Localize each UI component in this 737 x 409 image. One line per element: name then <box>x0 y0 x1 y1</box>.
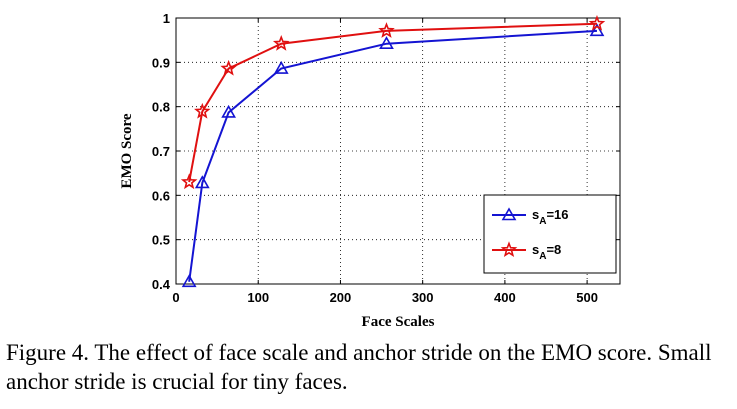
y-tick-label: 0.4 <box>152 277 171 292</box>
y-tick-label: 0.9 <box>152 55 170 70</box>
triangle-marker <box>589 23 605 37</box>
triangle-marker <box>221 104 237 118</box>
x-axis-label: Face Scales <box>362 314 435 330</box>
series-star <box>180 15 606 190</box>
star-marker <box>378 22 395 38</box>
star-marker <box>220 59 237 76</box>
x-tick-label: 100 <box>247 290 269 305</box>
star-marker <box>272 34 290 51</box>
legend: sA=16 sA=8 <box>483 194 617 274</box>
x-tick-label: 400 <box>494 290 516 305</box>
x-tick-label: 200 <box>330 290 352 305</box>
star-marker <box>500 241 518 258</box>
y-tick-label: 0.7 <box>152 144 170 159</box>
triangle-marker <box>181 274 197 288</box>
series-line <box>188 29 598 282</box>
x-tick-label: 0 <box>172 290 179 305</box>
triangle-marker <box>379 36 394 50</box>
x-tick-label: 300 <box>412 290 434 305</box>
y-tick-label: 0.6 <box>152 188 170 203</box>
series-triangle <box>181 23 605 288</box>
y-tick-label: 0.5 <box>152 233 170 248</box>
triangle-marker <box>501 207 517 221</box>
y-tick-label: 1 <box>163 11 170 26</box>
star-marker <box>180 173 198 190</box>
y-axis-label: EMO Score <box>119 113 135 188</box>
legend-label: sA=16 <box>532 207 569 227</box>
series-lines <box>180 15 606 288</box>
y-tick-label: 0.8 <box>152 100 170 115</box>
star-marker <box>588 15 606 31</box>
triangle-marker <box>194 175 210 189</box>
legend-label: sA=8 <box>532 242 561 262</box>
figure-caption: Figure 4. The effect of face scale and a… <box>6 340 712 394</box>
series-line <box>188 22 598 183</box>
star-marker <box>194 102 211 119</box>
axis-ticks: 0 100 200 300 400 500 0.4 0.5 0.6 0.7 0.8 0.9 1 <box>152 11 620 305</box>
legend-box <box>483 194 617 274</box>
x-tick-label: 500 <box>576 290 598 305</box>
line-chart: 0 100 200 300 400 500 0.4 0.5 0.6 0.7 0.8 0.9 1 Face… <box>119 11 621 330</box>
triangle-marker <box>273 60 289 74</box>
